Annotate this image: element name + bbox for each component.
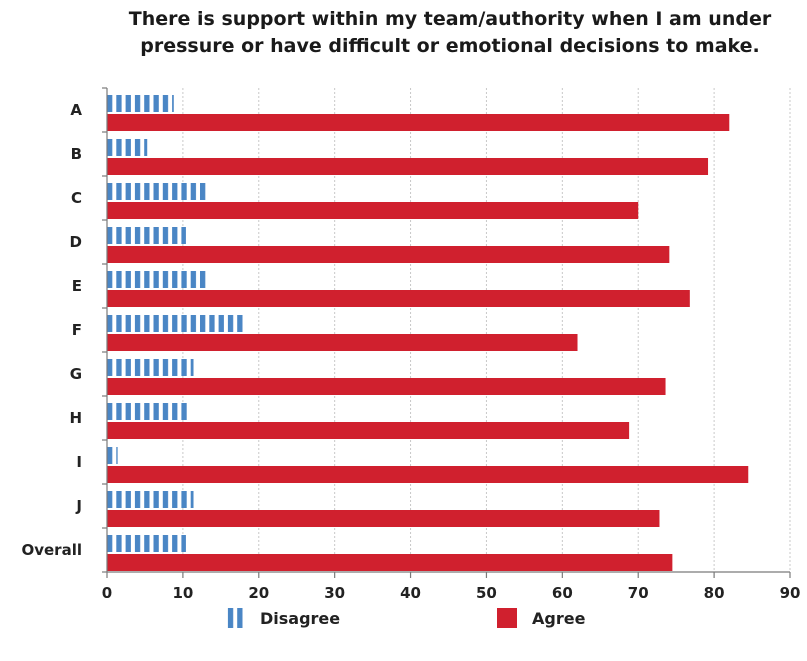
axes [102,87,791,578]
x-tick-label-0: 0 [102,584,112,602]
chart-title: There is support within my team/authorit… [129,8,772,57]
x-tick-labels: 0 10 20 30 40 50 60 70 80 90 [102,584,801,602]
bar-agree-d [107,246,670,263]
legend-item-disagree: Disagree [225,608,340,628]
bar-agree-a [107,114,730,131]
bar-agree-g [107,378,666,395]
bar-disagree-b [107,139,148,156]
category-label-c: C [71,189,82,207]
category-label-h: H [69,409,82,427]
bar-agree-e [107,290,690,307]
legend-label-disagree: Disagree [260,609,340,628]
bar-disagree-a [107,95,174,112]
bar-disagree-i [107,447,118,464]
category-label-b: B [71,145,82,163]
x-tick-label-20: 20 [248,584,269,602]
x-tick-label-90: 90 [780,584,801,602]
x-tick-label-60: 60 [552,584,573,602]
bar-agree-overall [107,554,673,571]
legend: Disagree Agree [225,608,586,628]
category-label-e: E [72,277,82,295]
bar-agree-i [107,466,749,483]
bar-disagree-h [107,403,191,420]
bar-agree-b [107,158,709,175]
bar-disagree-f [107,315,246,332]
bar-disagree-overall [107,535,186,552]
x-tick-label-30: 30 [324,584,345,602]
bar-disagree-j [107,491,194,508]
legend-swatch-agree [497,608,517,628]
chart-title-line-2: pressure or have difficult or emotional … [140,35,760,57]
category-label-d: D [70,233,82,251]
bar-agree-f [107,334,578,351]
bar-agree-c [107,202,639,219]
bar-disagree-e [107,271,208,288]
x-tick-label-70: 70 [628,584,649,602]
category-label-j: J [75,497,82,515]
chart-title-line-1: There is support within my team/authorit… [129,8,772,30]
x-tick-label-50: 50 [476,584,497,602]
category-label-i: I [76,453,82,471]
bar-agree-h [107,422,630,439]
bar-agree-j [107,510,660,527]
category-label-a: A [70,101,82,119]
category-label-overall: Overall [21,541,82,559]
category-label-f: F [72,321,82,339]
bar-disagree-g [107,359,194,376]
bar-disagree-d [107,227,186,244]
category-labels: A B C D E F G H I J Overall [21,101,82,559]
category-label-g: G [70,365,82,383]
x-tick-label-10: 10 [172,584,193,602]
x-tick-label-80: 80 [704,584,725,602]
legend-swatch-disagree [225,608,245,628]
bars [107,95,749,571]
x-tick-label-40: 40 [400,584,421,602]
bar-disagree-c [107,183,208,200]
legend-item-agree: Agree [497,608,586,628]
legend-label-agree: Agree [532,609,586,628]
